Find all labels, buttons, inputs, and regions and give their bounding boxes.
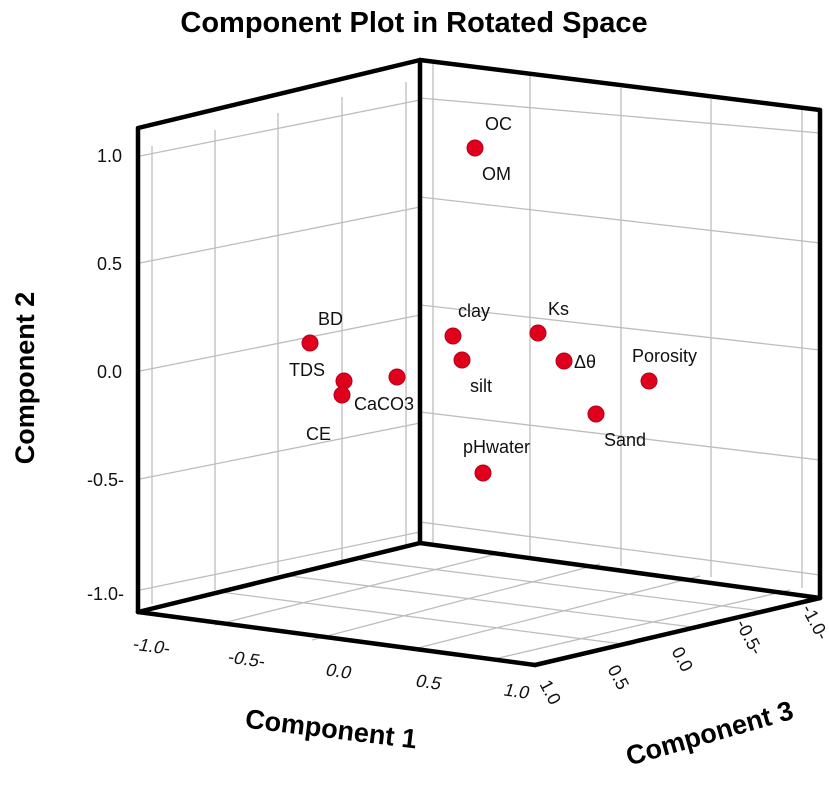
point-sand <box>587 405 605 423</box>
z-axis-title: Component 3 <box>622 695 796 771</box>
label-ks: Ks <box>548 299 569 319</box>
label-om: OM <box>482 164 511 184</box>
x-axis-title: Component 1 <box>244 704 419 755</box>
floor-grid <box>214 551 791 661</box>
point-porosity <box>640 372 658 390</box>
y-tick: 0.0 <box>97 362 122 382</box>
data-points <box>301 139 658 482</box>
label-silt: silt <box>470 376 492 396</box>
x-tick: 0.0 <box>323 660 354 683</box>
x-tick: -0.5- <box>225 647 268 671</box>
y-tick: 0.5 <box>97 254 122 274</box>
label-caco3: CaCO3 <box>354 394 414 414</box>
z-tick: -0.5- <box>732 616 767 658</box>
point-caco3 <box>388 368 406 386</box>
z-tick: 0.5 <box>604 661 633 692</box>
y-axis-ticks: 1.0 0.5 0.0 -0.5- -1.0- <box>87 146 124 604</box>
right-wall-grid <box>419 64 821 588</box>
left-wall-grid <box>139 82 421 604</box>
y-axis-title: Component 2 <box>10 292 40 465</box>
z-tick: -1.0- <box>798 601 829 643</box>
x-axis-ticks: -1.0- -0.5- 0.0 0.5 1.0 <box>130 634 532 702</box>
chart-title: Component Plot in Rotated Space <box>180 7 647 39</box>
label-phwater: pHwater <box>463 437 530 457</box>
x-tick: 1.0 <box>501 680 532 703</box>
point-ce <box>333 386 351 404</box>
point-tds <box>335 372 353 390</box>
point-dtheta <box>555 352 573 370</box>
point-oc-om <box>466 139 484 157</box>
plot-frame <box>135 57 823 668</box>
z-tick: 1.0 <box>536 676 565 707</box>
x-tick: -1.0- <box>130 634 173 658</box>
label-clay: clay <box>458 301 490 321</box>
y-tick: -1.0- <box>87 584 124 604</box>
label-ce: CE <box>306 424 331 444</box>
label-dtheta: Δθ <box>574 352 596 372</box>
point-silt <box>453 351 471 369</box>
z-tick: 0.0 <box>668 643 697 674</box>
y-tick: -0.5- <box>87 470 124 490</box>
y-tick: 1.0 <box>97 146 122 166</box>
x-tick: 0.5 <box>413 671 444 694</box>
point-labels: OC OM BD TDS CE CaCO3 clay silt Ks Δθ Po… <box>289 114 697 457</box>
label-bd: BD <box>318 309 343 329</box>
label-sand: Sand <box>604 430 646 450</box>
point-bd <box>301 334 319 352</box>
label-oc: OC <box>485 114 512 134</box>
label-porosity: Porosity <box>632 346 697 366</box>
point-clay <box>444 327 462 345</box>
point-phwater <box>474 464 492 482</box>
point-ks <box>529 324 547 342</box>
label-tds: TDS <box>289 360 325 380</box>
